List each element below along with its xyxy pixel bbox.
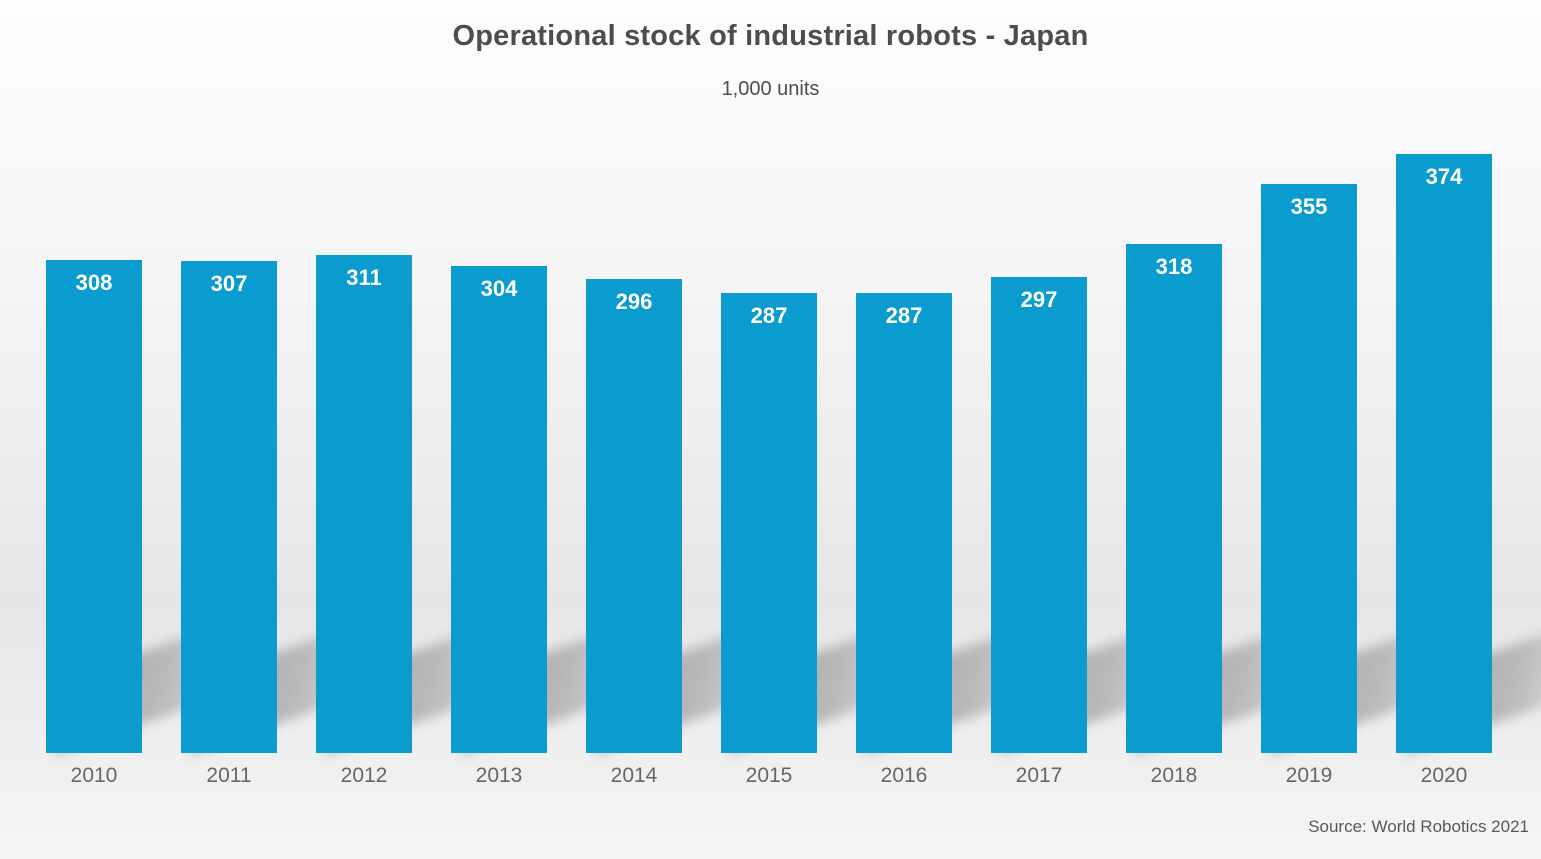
bar-2010: 308: [46, 260, 142, 753]
bar-value-label: 297: [1020, 287, 1058, 312]
bar-value-label: 307: [210, 271, 248, 296]
bar-2015: 287: [721, 293, 817, 753]
bar-2020: 374: [1396, 154, 1492, 753]
x-axis-label-2017: 2017: [1015, 764, 1063, 787]
bar-value-label: 374: [1425, 164, 1463, 189]
x-axis-label-2010: 2010: [70, 764, 118, 787]
x-axis-label-2016: 2016: [880, 764, 928, 787]
source-note: Source: World Robotics 2021: [1308, 817, 1529, 836]
bar-value-label: 287: [750, 303, 788, 328]
bar-value-label: 287: [885, 303, 923, 328]
bar-2017: 297: [991, 277, 1087, 753]
x-axis-label-2014: 2014: [610, 764, 658, 787]
bar-2016: 287: [856, 293, 952, 753]
x-axis-label-2012: 2012: [340, 764, 388, 787]
bar-2011: 307: [181, 261, 277, 753]
x-axis-label-2011: 2011: [206, 764, 252, 787]
x-axis-label-2015: 2015: [745, 764, 793, 787]
bar-value-label: 304: [480, 276, 518, 301]
bar-2019: 355: [1261, 184, 1357, 753]
x-axis-label-2013: 2013: [475, 764, 523, 787]
x-axis-label-2018: 2018: [1150, 764, 1198, 787]
bar-value-label: 296: [615, 289, 653, 314]
bar-value-label: 318: [1155, 254, 1193, 279]
bar-2012: 311: [316, 255, 412, 753]
bar-value-label: 355: [1290, 194, 1328, 219]
bar-value-label: 308: [75, 270, 113, 295]
bar-2013: 304: [451, 266, 547, 753]
chart-title: Operational stock of industrial robots -…: [452, 20, 1089, 52]
bar-value-label: 311: [346, 265, 382, 290]
bar-2018: 318: [1126, 244, 1222, 753]
x-axis-label-2019: 2019: [1285, 764, 1333, 787]
bar-2014: 296: [586, 279, 682, 753]
chart-subtitle: 1,000 units: [721, 78, 820, 100]
x-axis-label-2020: 2020: [1420, 764, 1468, 787]
